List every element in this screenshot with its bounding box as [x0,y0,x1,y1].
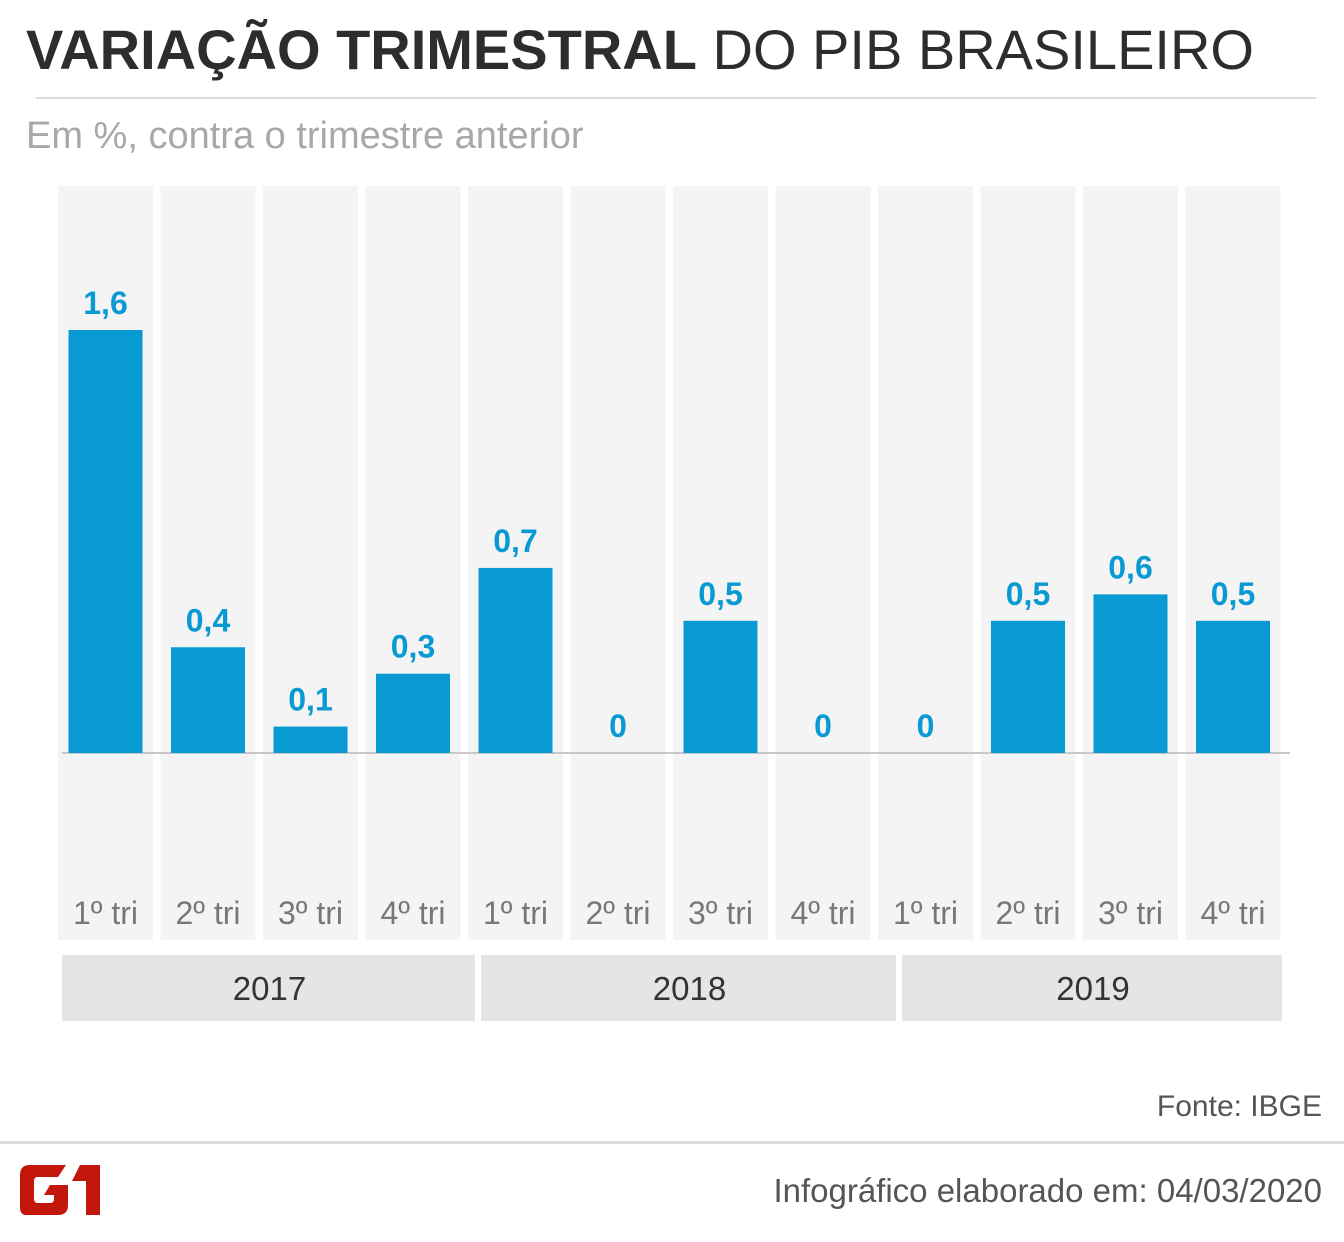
data-label: 0,3 [391,629,435,665]
x-tick-label: 2º tri [995,895,1060,931]
data-label: 0,7 [493,523,537,559]
x-tick-label: 2º tri [175,895,240,931]
data-label: 0,5 [1006,576,1050,612]
column-background [1185,186,1281,940]
data-label: 1,6 [83,285,127,321]
bar [683,620,758,753]
x-tick-label: 3º tri [278,895,343,931]
g1-logo [20,1165,100,1215]
chart-title-light: DO PIB BRASILEIRO [712,18,1255,81]
bar [991,620,1065,753]
x-tick-label: 4º tri [790,895,855,931]
data-label: 0,5 [698,576,742,612]
year-group-band [902,955,1282,1021]
header-divider [36,97,1316,99]
x-tick-label: 4º tri [1200,895,1265,931]
bar [273,726,348,753]
year-group-band [62,955,475,1021]
column-background [263,186,358,940]
x-tick-label: 3º tri [1098,895,1163,931]
x-tick-label: 4º tri [380,895,445,931]
column-background [468,186,563,940]
bar [1093,594,1168,753]
bar [171,647,245,753]
x-tick-label: 1º tri [73,895,138,931]
column-background [160,186,256,940]
column-background [1083,186,1178,940]
g1-logo-one [72,1165,100,1215]
bar [376,673,450,753]
year-group-label: 2019 [1056,970,1129,1007]
chart-subtitle: Em %, contra o trimestre anterior [26,115,584,157]
data-label: 0 [814,708,832,744]
g1-logo-shape [20,1165,68,1215]
year-group-label: 2018 [653,970,726,1007]
x-tick-label: 1º tri [893,895,958,931]
bar [68,330,143,753]
data-label: 0,1 [288,682,332,718]
column-background [570,186,666,940]
data-label: 0,4 [186,602,231,638]
column-background [365,186,461,940]
footer-divider [0,1141,1344,1144]
data-label: 0 [609,708,627,744]
data-label: 0,6 [1108,549,1152,585]
bar [1196,620,1270,753]
year-group-label: 2017 [233,970,306,1007]
bar [478,567,553,753]
bar-chart: 1,6 1º tri 0,4 2º tri 0,1 3º tri 0,3 4º tri 0,7 1… [58,186,1290,1021]
chart-title-bold: VARIAÇÃO TRIMESTRAL [26,18,697,81]
footer-note: Infográfico elaborado em: 04/03/2020 [773,1172,1322,1209]
column-background [673,186,768,940]
chart-title: VARIAÇÃO TRIMESTRAL DO PIB BRASILEIRO [26,14,1254,86]
data-label: 0 [917,708,935,744]
data-label: 0,5 [1211,576,1255,612]
x-tick-label: 1º tri [483,895,548,931]
source-note: Fonte: IBGE [1156,1090,1322,1123]
x-tick-label: 3º tri [688,895,753,931]
column-background [775,186,871,940]
column-background [878,186,973,940]
x-tick-label: 2º tri [585,895,650,931]
year-group-band [481,955,896,1021]
column-background [980,186,1076,940]
